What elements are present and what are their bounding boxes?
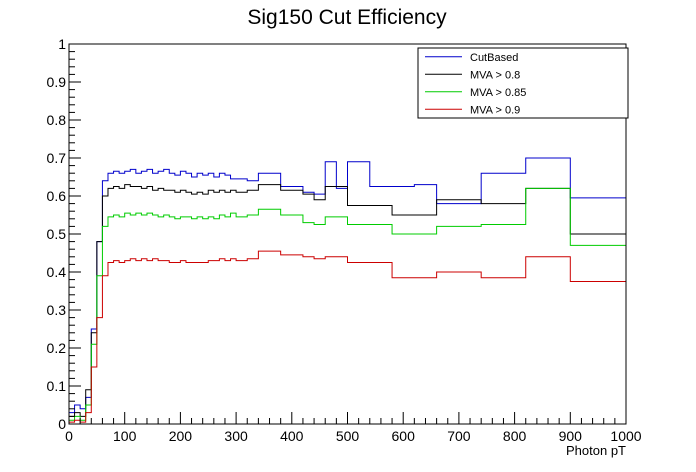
x-tick-label: 300 (224, 428, 248, 444)
x-tick-label: 500 (336, 428, 360, 444)
series-line-1 (69, 184, 626, 417)
y-tick-label: 0.8 (47, 112, 67, 128)
chart-title: Sig150 Cut Efficiency (247, 6, 447, 29)
legend-box (417, 47, 629, 119)
y-tick-label: 0 (58, 416, 66, 432)
series-line-2 (69, 187, 626, 421)
x-tick-label: 700 (447, 428, 471, 444)
x-tick-label: 0 (65, 428, 73, 444)
y-tick-label: 0.4 (47, 264, 67, 280)
y-tick-label: 0.7 (47, 150, 67, 166)
legend: CutBased MVA > 0.8 MVA > 0.85 MVA > 0.9 (417, 47, 629, 119)
y-tick-label: 0.1 (47, 378, 67, 394)
x-tick-label: 200 (169, 428, 193, 444)
x-tick-label: 900 (559, 428, 583, 444)
legend-label-2: MVA > 0.85 (470, 87, 526, 99)
series-layer (69, 157, 626, 423)
series-line-0 (69, 157, 626, 414)
legend-label-1: MVA > 0.8 (470, 69, 520, 81)
y-tick-label: 0.5 (47, 226, 67, 242)
legend-label-0: CutBased (470, 52, 518, 64)
legend-label-3: MVA > 0.9 (470, 104, 520, 116)
series-line-3 (69, 250, 626, 423)
x-tick-label: 100 (113, 428, 137, 444)
axes-layer: 0 100 200 300 400 500 600 700 800 900 1000 0 0.1 0.2 0… (47, 36, 642, 444)
y-tick-label: 0.9 (47, 74, 67, 90)
x-axis-label: Photon pT (566, 443, 626, 458)
legend-entries: CutBased MVA > 0.8 MVA > 0.85 MVA > 0.9 (425, 52, 526, 116)
y-tick-label: 0.6 (47, 188, 67, 204)
y-tick-label: 1 (58, 36, 66, 52)
x-tick-label: 1000 (610, 428, 641, 444)
x-tick-label: 600 (392, 428, 416, 444)
x-tick-label: 800 (503, 428, 527, 444)
y-tick-label: 0.2 (47, 340, 67, 356)
y-tick-label: 0.3 (47, 302, 67, 318)
x-tick-label: 400 (280, 428, 304, 444)
